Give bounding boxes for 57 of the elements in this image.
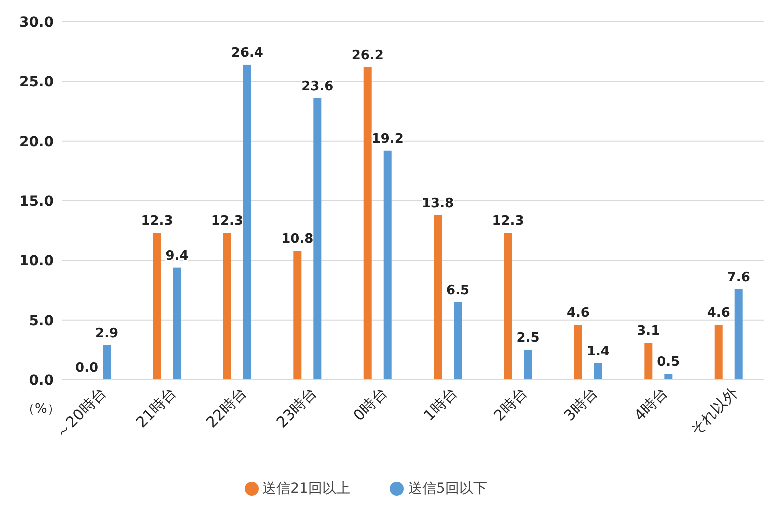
y-tick-label: 20.0 bbox=[19, 134, 54, 150]
x-tick-label: 21時台 bbox=[132, 384, 180, 432]
x-tick-label: 3時台 bbox=[560, 384, 602, 425]
data-label: 13.8 bbox=[422, 196, 454, 212]
bar bbox=[644, 343, 653, 380]
data-label: 2.5 bbox=[516, 331, 540, 346]
bar bbox=[574, 325, 582, 380]
data-label: 26.4 bbox=[231, 46, 264, 61]
bar bbox=[223, 233, 232, 380]
bar bbox=[524, 350, 532, 380]
bar bbox=[504, 233, 512, 380]
bar bbox=[314, 98, 322, 380]
x-tick-label: 1時台 bbox=[420, 384, 461, 425]
data-label: 4.6 bbox=[707, 306, 730, 322]
bar bbox=[664, 374, 673, 380]
data-label: 6.5 bbox=[446, 283, 470, 298]
data-label: 3.1 bbox=[637, 324, 660, 340]
bar bbox=[173, 268, 182, 380]
data-label: 10.8 bbox=[282, 232, 314, 248]
x-tick-label: 0時台 bbox=[350, 384, 391, 425]
data-label: 0.0 bbox=[76, 361, 99, 376]
y-tick-label: 10.0 bbox=[19, 254, 54, 270]
data-label: 1.4 bbox=[586, 344, 610, 360]
x-tick-label: 2時台 bbox=[490, 384, 532, 425]
x-tick-label: 4時台 bbox=[630, 384, 672, 425]
y-tick-label: 15.0 bbox=[19, 194, 54, 210]
data-label: 12.3 bbox=[492, 214, 524, 230]
bar bbox=[364, 67, 372, 380]
legend-label: 送信5回以下 bbox=[408, 481, 488, 497]
data-label: 26.2 bbox=[352, 48, 384, 64]
bar bbox=[454, 302, 462, 380]
bar bbox=[153, 233, 162, 380]
bar bbox=[243, 64, 252, 380]
y-tick-label: 25.0 bbox=[19, 74, 54, 91]
data-label: 12.3 bbox=[141, 214, 174, 230]
x-tick-label: 23時台 bbox=[273, 384, 321, 432]
y-tick-label: 5.0 bbox=[29, 313, 54, 330]
data-label: 23.6 bbox=[302, 79, 334, 94]
data-label: 19.2 bbox=[372, 132, 404, 147]
y-tick-label: 0.0 bbox=[29, 372, 54, 389]
data-label: 12.3 bbox=[211, 214, 244, 230]
data-label: 4.6 bbox=[566, 306, 590, 322]
bar bbox=[294, 251, 302, 380]
data-label: 9.4 bbox=[166, 248, 189, 264]
bar bbox=[594, 363, 602, 380]
x-tick-label: 22時台 bbox=[202, 384, 250, 432]
data-label: 2.9 bbox=[96, 326, 119, 342]
legend-label: 送信21回以上 bbox=[262, 481, 350, 497]
data-label: 7.6 bbox=[727, 270, 750, 286]
bar bbox=[734, 289, 743, 380]
bar bbox=[714, 325, 723, 380]
data-label: 0.5 bbox=[657, 355, 680, 370]
bar bbox=[384, 150, 392, 380]
bar bbox=[434, 215, 442, 380]
bar bbox=[103, 345, 112, 380]
y-tick-label: 30.0 bbox=[19, 14, 54, 31]
x-tick-label: それ以外 bbox=[686, 384, 742, 440]
